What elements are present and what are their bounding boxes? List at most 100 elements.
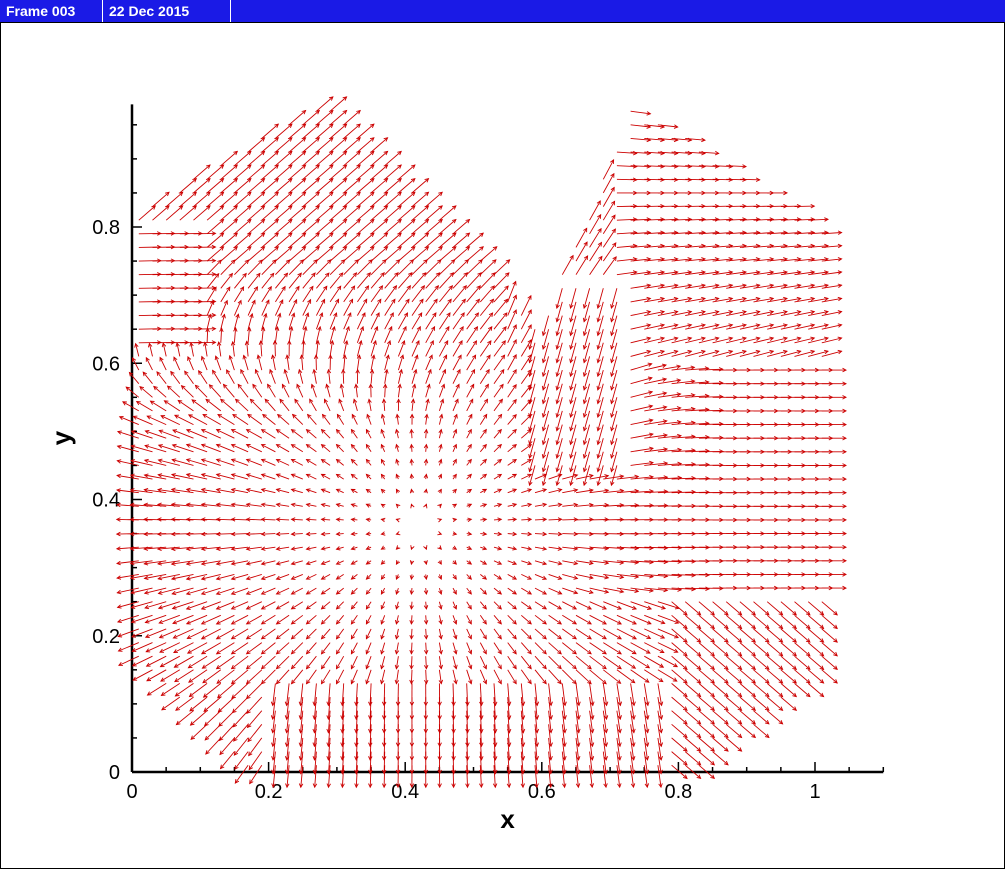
- vector-arrowhead: [215, 517, 221, 522]
- vector-arrow: [216, 518, 235, 521]
- vector-arrow: [131, 601, 153, 609]
- vector-arrowhead: [297, 368, 303, 374]
- vector-arrow: [685, 573, 710, 576]
- vector-arrowhead: [769, 310, 775, 315]
- vector-arrow: [306, 444, 317, 453]
- vector-arrow: [351, 459, 358, 466]
- vector-arrowhead: [833, 679, 838, 684]
- vector-arrow: [438, 628, 442, 639]
- vector-arrowhead: [542, 620, 547, 625]
- vector-arrow: [630, 587, 654, 592]
- vector-arrow: [231, 655, 249, 670]
- vector-arrowhead: [237, 299, 242, 305]
- vector-arrowhead: [230, 546, 236, 551]
- vector-arrow: [343, 110, 361, 126]
- vector-arrowhead: [234, 398, 240, 404]
- vector-arrow: [575, 642, 592, 655]
- vector-arrowhead: [437, 783, 442, 789]
- vector-arrow: [286, 683, 290, 706]
- vector-arrow: [411, 191, 429, 207]
- vector-arrowhead: [451, 218, 457, 224]
- vector-arrowhead: [200, 620, 206, 625]
- vector-arrowhead: [335, 531, 341, 537]
- vector-arrow: [534, 697, 538, 720]
- vector-arrowhead: [354, 783, 359, 789]
- vector-arrow: [712, 683, 729, 697]
- vector-arrow: [157, 489, 180, 494]
- vector-arrow: [657, 560, 682, 563]
- vector-arrow: [780, 218, 801, 221]
- vector-arrow: [556, 397, 563, 418]
- vector-arrow: [336, 474, 344, 480]
- vector-arrow: [671, 491, 696, 494]
- vector-arrowhead: [649, 545, 654, 551]
- vector-arrow: [343, 151, 361, 167]
- vector-arrow: [603, 587, 624, 593]
- vector-arrowhead: [682, 747, 688, 752]
- vector-arrow: [351, 560, 358, 565]
- vector-arrow: [425, 656, 427, 669]
- vector-arrow: [286, 765, 290, 788]
- vector-arrowhead: [415, 339, 420, 345]
- vector-arrow: [300, 751, 304, 774]
- vector-arrowhead: [438, 589, 443, 595]
- vector-arrow: [726, 311, 747, 317]
- vector-arrow: [603, 642, 622, 655]
- vector-arrow: [534, 655, 547, 670]
- vector-arrow: [246, 614, 263, 625]
- vector-arrowhead: [451, 783, 456, 789]
- vector-arrow: [657, 587, 682, 591]
- vector-arrowhead: [837, 283, 843, 288]
- vector-arrow: [336, 560, 344, 565]
- vector-arrow: [534, 710, 538, 733]
- vector-arrowhead: [301, 339, 306, 345]
- vector-arrow: [452, 399, 459, 412]
- vector-arrow: [548, 655, 562, 670]
- vector-arrow: [370, 312, 380, 330]
- vector-arrowhead: [467, 619, 472, 625]
- vector-arrowhead: [520, 783, 526, 789]
- vector-arrow: [231, 546, 249, 550]
- vector-arrow: [684, 628, 701, 643]
- vector-arrowhead: [245, 575, 251, 581]
- vector-arrowhead: [542, 546, 548, 551]
- vector-arrowhead: [617, 664, 622, 670]
- vector-arrowhead: [200, 502, 206, 507]
- vector-arrowhead: [673, 663, 679, 668]
- vector-arrowhead: [427, 368, 432, 374]
- vector-arrowhead: [230, 487, 236, 493]
- vector-arrowhead: [242, 354, 247, 360]
- vector-arrowhead: [275, 664, 281, 670]
- vector-arrowhead: [200, 473, 206, 478]
- vector-arrow: [671, 614, 688, 629]
- vector-arrow: [542, 383, 550, 404]
- vector-arrow: [583, 383, 591, 404]
- vector-arrowhead: [264, 398, 270, 404]
- vector-arrowhead: [764, 692, 770, 698]
- vector-arrow: [452, 219, 470, 235]
- vector-arrow: [452, 340, 463, 357]
- vector-arrowhead: [260, 664, 266, 670]
- vector-arrowhead: [350, 545, 356, 551]
- vector-arrow: [548, 669, 562, 685]
- vector-arrow: [439, 205, 457, 221]
- vector-arrow: [329, 285, 342, 303]
- vector-arrow: [630, 137, 651, 141]
- vector-arrowhead: [115, 517, 121, 522]
- vector-arrowhead: [588, 488, 594, 493]
- vector-arrowhead: [479, 783, 484, 789]
- vector-arrow: [397, 384, 401, 398]
- vector-arrow: [630, 271, 651, 276]
- vector-arrow: [384, 232, 402, 248]
- vector-arrow: [753, 655, 770, 670]
- vector-arrowhead: [423, 428, 429, 434]
- vector-arrow: [257, 355, 263, 371]
- vector-arrowhead: [479, 756, 484, 761]
- vector-arrowhead: [617, 620, 622, 625]
- vector-arrowhead: [646, 296, 652, 302]
- vector-arrowhead: [290, 502, 296, 508]
- vector-arrow: [616, 245, 637, 248]
- vector-arrow: [548, 737, 552, 760]
- vector-arrow: [366, 429, 372, 439]
- vector-arrowhead: [504, 272, 510, 277]
